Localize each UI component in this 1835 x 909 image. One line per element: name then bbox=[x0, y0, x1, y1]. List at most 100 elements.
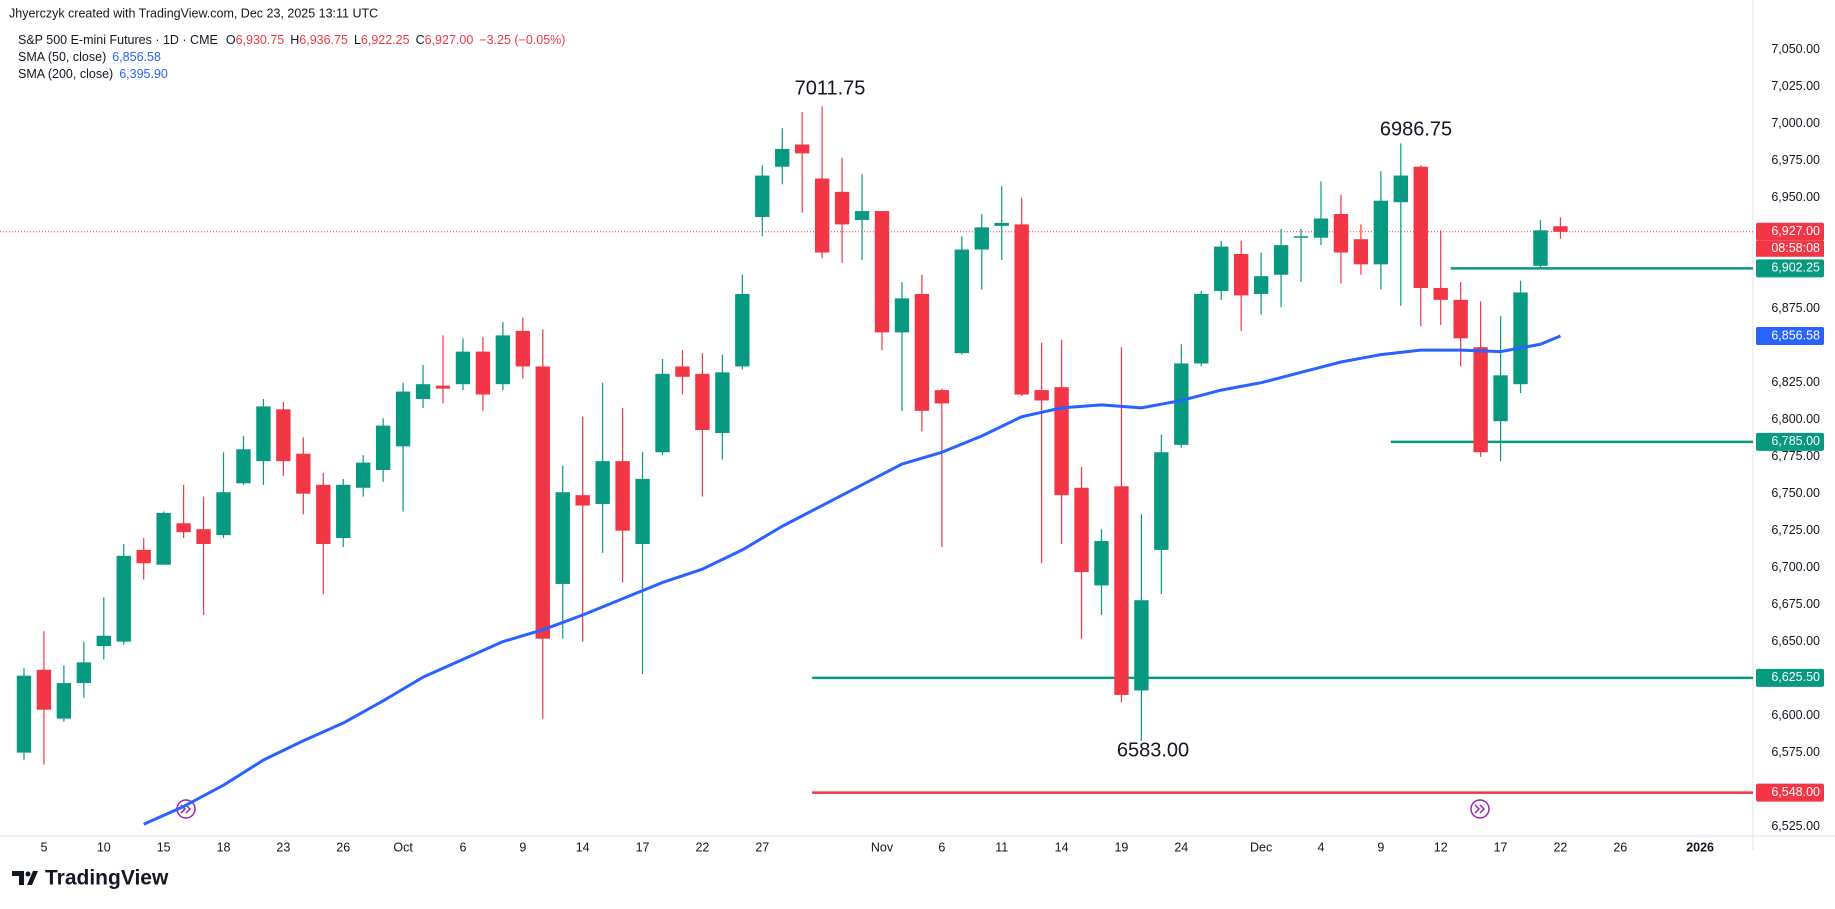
candle-body bbox=[1074, 487, 1089, 573]
candle-body bbox=[1114, 486, 1129, 695]
price-tag bbox=[1756, 222, 1824, 241]
x-tick-label: 6 bbox=[459, 840, 466, 854]
candle-body bbox=[375, 425, 391, 471]
candle-body bbox=[196, 529, 211, 544]
candle-body bbox=[795, 144, 810, 154]
candle-body bbox=[1553, 226, 1568, 232]
level-tag-label: 6,548.00 bbox=[1771, 785, 1820, 799]
level-tag bbox=[1756, 432, 1824, 451]
level-tag bbox=[1756, 259, 1824, 278]
candles bbox=[16, 106, 1568, 765]
candle-body bbox=[775, 148, 790, 167]
y-tick-label: 6,725.00 bbox=[1771, 523, 1820, 537]
candle-body bbox=[1293, 236, 1309, 238]
candle-body bbox=[655, 373, 670, 453]
candle-body bbox=[515, 330, 531, 367]
candle-body bbox=[1134, 600, 1149, 691]
watermark: Jhyerczyk created with TradingView.com, … bbox=[9, 6, 378, 20]
y-tick-label: 6,750.00 bbox=[1771, 486, 1820, 500]
x-tick-label: 22 bbox=[1553, 840, 1567, 854]
candle-body bbox=[1353, 239, 1369, 265]
y-tick-label: 6,525.00 bbox=[1771, 819, 1820, 833]
indicator-value: 6,395.90 bbox=[119, 67, 168, 81]
countdown-label: 08:58:08 bbox=[1771, 241, 1820, 255]
ohlc-key: L bbox=[354, 33, 361, 47]
annotation: 7011.75 bbox=[795, 77, 866, 99]
x-tick-label: 15 bbox=[157, 840, 171, 854]
candle-body bbox=[415, 384, 431, 399]
y-tick-label: 6,575.00 bbox=[1771, 745, 1820, 759]
candle-body bbox=[874, 211, 890, 333]
candle-body bbox=[316, 484, 331, 544]
candle-body bbox=[954, 249, 969, 354]
candle-body bbox=[1194, 293, 1209, 364]
x-tick-label: 17 bbox=[1494, 840, 1508, 854]
x-tick-label: 14 bbox=[1055, 840, 1069, 854]
x-tick-label: 10 bbox=[97, 840, 111, 854]
candle-body bbox=[136, 549, 151, 564]
candle-body bbox=[296, 453, 311, 494]
x-tick-label: 26 bbox=[1613, 840, 1627, 854]
ohlc-key: H bbox=[290, 33, 299, 47]
candle-body bbox=[1094, 541, 1109, 586]
candle-body bbox=[1313, 218, 1329, 238]
candle-body bbox=[1493, 375, 1508, 422]
level-tag-label: 6,625.50 bbox=[1771, 670, 1820, 684]
candle-body bbox=[236, 449, 251, 484]
candle-body bbox=[1014, 224, 1029, 395]
annotation: 6986.75 bbox=[1380, 118, 1452, 140]
candle-body bbox=[814, 178, 830, 253]
x-tick-label: 6 bbox=[938, 840, 945, 854]
candle-body bbox=[615, 461, 630, 531]
indicator-value: 6,856.58 bbox=[112, 50, 161, 64]
candle-body bbox=[395, 391, 411, 447]
candle-body bbox=[36, 669, 52, 710]
candle-body bbox=[1174, 363, 1189, 445]
candle-body bbox=[1273, 245, 1289, 275]
candle-body bbox=[96, 635, 111, 647]
indicator-name: SMA (50, close) bbox=[18, 50, 106, 64]
x-tick-label: Nov bbox=[871, 840, 894, 854]
candle-body bbox=[495, 335, 511, 385]
x-tick-label: 11 bbox=[995, 840, 1008, 854]
candle-body bbox=[1034, 390, 1049, 401]
candle-body bbox=[1054, 387, 1069, 496]
x-tick-label: 14 bbox=[576, 840, 590, 854]
candle-body bbox=[695, 373, 710, 431]
y-tick-label: 7,000.00 bbox=[1771, 116, 1820, 130]
annotation: 6583.00 bbox=[1117, 739, 1189, 761]
x-tick-label: 12 bbox=[1434, 840, 1448, 854]
candle-body bbox=[1214, 246, 1229, 291]
logo bbox=[12, 871, 38, 885]
price-tag-label: 6,927.00 bbox=[1771, 224, 1820, 238]
countdown-tag bbox=[1756, 240, 1824, 257]
legend-main: S&P 500 E-mini Futures · 1D · CME O6,930.… bbox=[18, 33, 565, 47]
candle-body bbox=[1154, 452, 1169, 550]
candle-body bbox=[735, 293, 750, 367]
candle-body bbox=[1233, 253, 1249, 296]
candle-body bbox=[1453, 299, 1468, 339]
candle-body bbox=[16, 675, 32, 753]
ohlc-key: O bbox=[226, 33, 236, 47]
candle-body bbox=[116, 555, 131, 642]
candle-body bbox=[1333, 214, 1349, 253]
y-tick-label: 6,675.00 bbox=[1771, 597, 1820, 611]
y-tick-label: 6,950.00 bbox=[1771, 190, 1820, 204]
ohlc-value: 6,930.75 bbox=[236, 33, 285, 47]
candle-body bbox=[475, 351, 491, 395]
candle-body bbox=[176, 523, 191, 533]
candle-body bbox=[76, 662, 92, 684]
x-tick-label: 27 bbox=[755, 840, 769, 854]
x-tick-label: 18 bbox=[217, 840, 231, 854]
candle-body bbox=[575, 495, 590, 506]
symbol: S&P 500 E-mini Futures · 1D · CME bbox=[18, 33, 218, 47]
candle-body bbox=[1413, 166, 1428, 289]
candle-body bbox=[595, 461, 610, 505]
candle-body bbox=[1533, 230, 1548, 266]
candle-body bbox=[834, 191, 850, 225]
x-tick-label: Oct bbox=[393, 840, 413, 854]
candle-body bbox=[1513, 292, 1528, 385]
level-tag-label: 6,785.00 bbox=[1771, 434, 1820, 448]
y-tick-label: 7,050.00 bbox=[1771, 42, 1820, 56]
